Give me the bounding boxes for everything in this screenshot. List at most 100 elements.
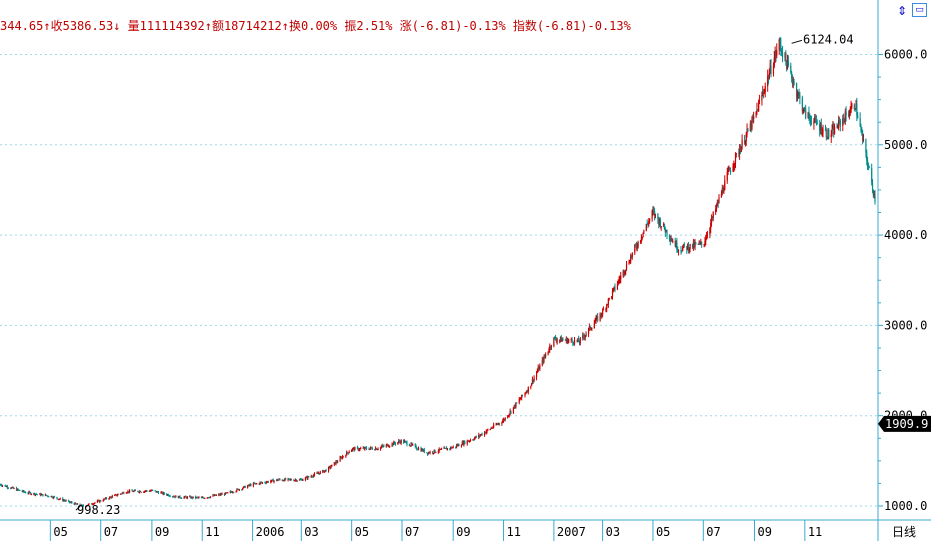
candle-body [489, 428, 491, 430]
candle-body [716, 201, 718, 206]
candle-body [669, 238, 671, 241]
candle-body [781, 52, 784, 58]
candle-body [778, 39, 780, 51]
candle-body [781, 50, 783, 53]
candle-body [718, 197, 720, 204]
candle-body [42, 494, 44, 496]
candle-body [665, 230, 667, 233]
candle-body [859, 118, 861, 127]
candle-body [123, 492, 125, 494]
candle-body [110, 496, 112, 498]
up-arrow-icon: ↑ [43, 19, 51, 33]
candle-body [432, 452, 434, 454]
candle-body [512, 407, 515, 413]
up-down-arrows-icon[interactable]: ⇕ [896, 4, 908, 18]
candle-body [337, 461, 339, 463]
candle-body [208, 497, 210, 499]
candle-body [376, 449, 378, 451]
candle-body [120, 493, 122, 495]
candle-body [252, 483, 255, 486]
close-label: 收 [50, 19, 63, 33]
candle-body [460, 445, 463, 447]
candle-body [278, 479, 280, 481]
candle-body [790, 65, 792, 73]
candle-body [786, 61, 788, 70]
candle-body [116, 495, 118, 497]
candle-body [400, 440, 402, 444]
x-tick-label: 05 [53, 525, 67, 539]
candle-body [85, 506, 87, 508]
candle-body [385, 444, 387, 447]
candle-body [642, 232, 644, 237]
candle-body [625, 263, 628, 270]
candle-body [538, 367, 540, 370]
candle-body [289, 478, 291, 480]
candle-body [573, 343, 575, 345]
candle-body [738, 153, 740, 155]
candle-body [795, 83, 798, 96]
candle-body [270, 481, 272, 483]
candle-body [207, 497, 209, 499]
candle-body [82, 505, 84, 507]
candle-body [648, 220, 650, 225]
candle-body [501, 422, 503, 424]
candle-body [295, 479, 297, 482]
candle-body [658, 219, 661, 225]
candle-body [616, 283, 619, 290]
candle-body [10, 487, 13, 489]
candle-body [306, 476, 308, 479]
candle-body [250, 484, 252, 486]
candle-body [573, 339, 576, 344]
candle-body [296, 480, 298, 482]
candle-body [264, 482, 266, 484]
candle-body [862, 139, 865, 141]
candle-body [761, 94, 763, 101]
candle-body [299, 479, 301, 481]
candle-body [40, 494, 42, 496]
candle-body [507, 415, 510, 417]
candle-body [640, 238, 642, 241]
candle-body [838, 119, 841, 121]
candle-body [202, 497, 204, 499]
candle-body [857, 115, 859, 119]
candle-body [218, 494, 221, 496]
candle-body [487, 429, 489, 431]
candle-body [514, 405, 516, 408]
candle-body [75, 502, 77, 504]
candle-body [599, 313, 601, 321]
candle-body [814, 117, 816, 122]
candle-body [15, 488, 18, 491]
volume-value: 111114392 [139, 19, 205, 33]
candle-body [404, 441, 406, 443]
candle-body [619, 279, 621, 281]
candle-body [680, 250, 682, 252]
x-tick-label: 09 [155, 525, 169, 539]
candle-body [485, 431, 487, 434]
candle-body [446, 448, 449, 450]
candle-body [475, 436, 477, 438]
candle-body [608, 298, 610, 300]
window-icon[interactable]: ▭ [912, 3, 927, 17]
candle-body [155, 490, 157, 493]
candle-body [853, 104, 855, 110]
candle-body [810, 118, 812, 122]
candle-body [578, 341, 581, 343]
candle-body [399, 441, 401, 444]
candle-body [392, 443, 394, 445]
candle-body [773, 58, 775, 66]
candle-body [497, 423, 500, 425]
candle-body [57, 498, 59, 500]
candle-body [365, 447, 367, 449]
candle-body [426, 452, 428, 454]
candle-body [104, 498, 106, 500]
candle-body [502, 419, 505, 421]
candle-body [865, 139, 867, 153]
candle-body [801, 97, 803, 112]
candle-body [324, 469, 326, 471]
candle-body [421, 449, 423, 452]
candle-body [265, 482, 267, 484]
candle-body [414, 444, 416, 446]
candle-body [230, 491, 232, 493]
candle-body [703, 244, 705, 246]
